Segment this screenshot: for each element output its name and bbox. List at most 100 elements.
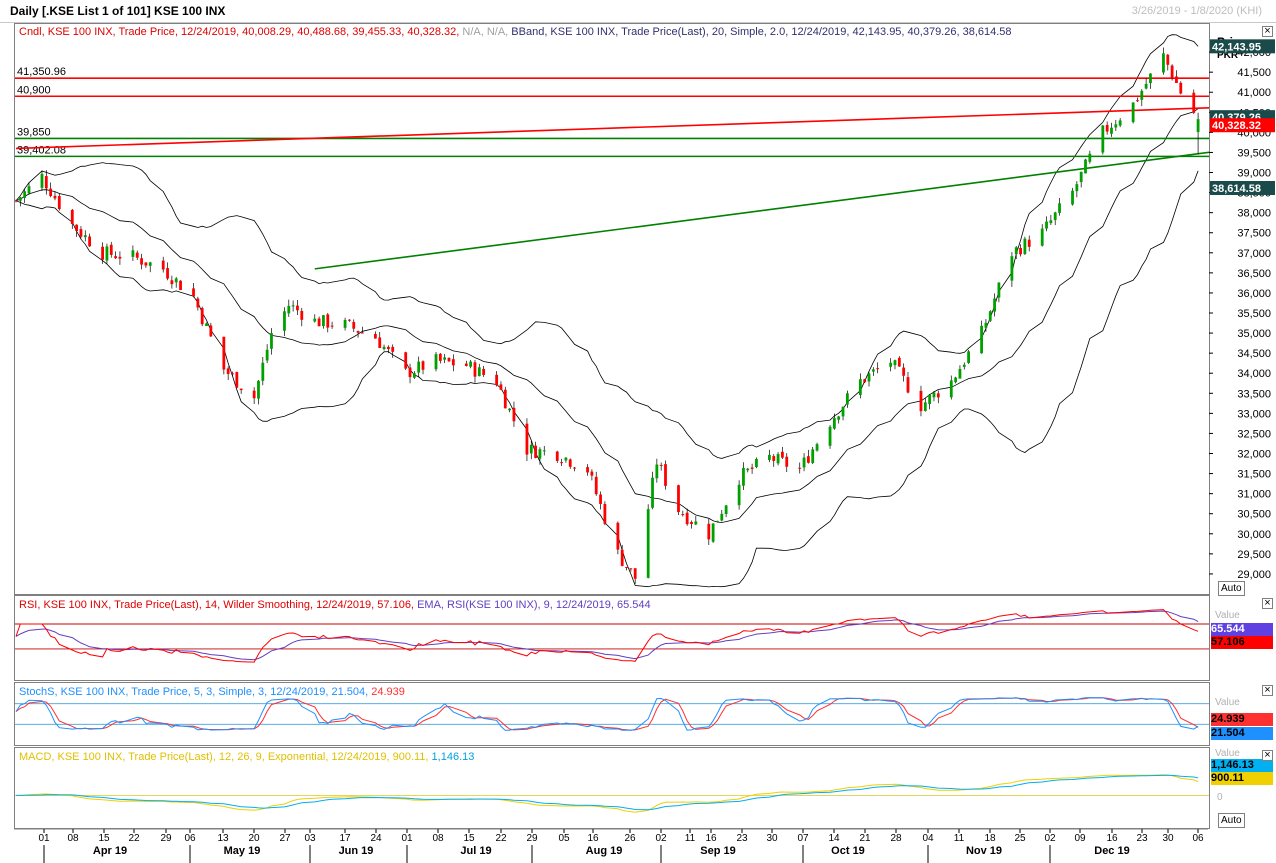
candle-body [573,467,576,469]
macd-panel[interactable]: MACD, KSE 100 INX, Trade Price(Last), 12… [14,747,1210,829]
horizontal-line-label: 41,350.96 [17,66,66,78]
day-tick-label: 13 [217,833,229,844]
trend-line-red [15,107,1209,150]
day-tick-label: 03 [304,833,316,844]
day-tick-label: 15 [98,833,110,844]
candle-body [949,380,953,398]
day-tick-label: 25 [1014,833,1026,844]
candle-body [768,454,771,460]
macd-legend-main: MACD, KSE 100 INX, Trade Price(Last), 12… [19,751,429,763]
day-tick-label: 24 [370,833,382,844]
day-tick-label: 06 [184,833,196,844]
lower-band-value-box [1210,180,1275,195]
price-panel[interactable]: Cndl, KSE 100 INX, Trade Price, 12/24/20… [14,23,1210,595]
day-tick-label: 02 [655,833,667,844]
candle-body [44,176,48,189]
candle-body [616,522,620,550]
candle-body [499,384,503,390]
macd-close-button[interactable]: × [1262,750,1273,761]
rsi-panel[interactable]: RSI, KSE 100 INX, Trade Price(Last), 14,… [14,595,1210,681]
candle-body [586,467,589,473]
day-tick-label: 11 [685,833,696,844]
lower-band-value: 38,614.58 [1212,183,1261,195]
candle-body [443,357,447,360]
day-tick-label: 15 [463,833,475,844]
price-chart[interactable]: 41,350.96 40,900 39,850 39,402.08 [15,24,1209,594]
candle-body [200,308,204,325]
candle-body [451,359,455,366]
candle-body [231,373,234,375]
price-tick-label: 35,500 [1237,308,1271,320]
candle-body [1114,124,1118,128]
day-tick-label: 16 [705,833,717,844]
macd-signal-value: 1,146.13 [1211,759,1273,772]
candle-body [858,379,862,395]
candle-body [750,467,754,469]
candle-body [53,195,57,199]
candle-body [906,377,910,393]
candle-body [118,256,122,259]
rsi-line [15,609,1199,663]
day-tick-label: 30 [766,833,778,844]
candle-body [1170,65,1174,79]
candle-body [174,278,178,283]
macd-axis-title: Value [1215,748,1240,759]
candle-body [525,423,529,455]
candle-body [1105,124,1109,132]
rsi-close-button[interactable]: × [1262,598,1273,609]
candle-body [166,268,169,279]
rsi-ema-line [15,610,1199,661]
candle-body [1140,90,1144,100]
candle-body [542,450,546,452]
candle-body [1010,256,1014,281]
last-price-value: 40,328.32 [1212,120,1261,132]
price-auto-button[interactable]: Auto [1218,581,1245,596]
month-label: May 19 [224,845,261,857]
candle-body [594,476,598,495]
candle-body [438,353,442,361]
upper-band-value: 42,143.95 [1212,41,1261,53]
macd-axis: Value 1,146.13 900.11 0 [1209,747,1276,829]
window-title-bar: Daily [.KSE List 1 of 101] KSE 100 INX 3… [0,0,1276,23]
day-tick-label: 11 [954,833,965,844]
candle-body [447,357,451,362]
price-close-button[interactable]: × [1262,26,1273,37]
price-tick-label: 38,000 [1237,208,1271,220]
candle-body [633,568,637,579]
day-tick-label: 14 [828,833,840,844]
candle-body [1079,171,1083,183]
rsi-chart[interactable] [15,596,1209,680]
candle-body [889,362,893,367]
stoch-panel[interactable]: StochS, KSE 100 INX, Trade Price, 5, 3, … [14,682,1210,746]
candle-body [79,229,83,237]
candle-body [1023,238,1027,254]
candle-body [806,456,810,463]
candle-body [651,477,654,508]
candle-body [135,252,139,258]
month-label: Jun 19 [339,845,374,857]
day-tick-label: 30 [1162,833,1174,844]
day-tick-label: 20 [248,833,260,844]
macd-value: 900.11 [1211,772,1273,785]
macd-auto-button[interactable]: Auto [1218,813,1245,828]
candle-body [681,514,685,516]
macd-chart[interactable] [15,748,1209,828]
candle-body [322,315,325,327]
candle-body [361,332,364,334]
day-tick-label: 02 [1044,833,1056,844]
stoch-axis: Value 24.939 21.504 [1209,682,1276,746]
bband-legend: BBand, KSE 100 INX, Trade Price(Last), 2… [511,26,1012,38]
candle-body [564,457,568,461]
price-tick-label: 41,500 [1237,67,1271,79]
price-tick-label: 29,000 [1237,569,1271,581]
candle-body [832,418,836,429]
candle-body [928,394,932,404]
candle-body [664,464,667,486]
candle-body [1040,228,1044,246]
candle-body [863,379,867,383]
candle-body [568,459,572,467]
candle-body [845,393,849,405]
stoch-chart[interactable] [15,683,1209,745]
stoch-close-button[interactable]: × [1262,685,1273,696]
candle-body [841,406,845,417]
